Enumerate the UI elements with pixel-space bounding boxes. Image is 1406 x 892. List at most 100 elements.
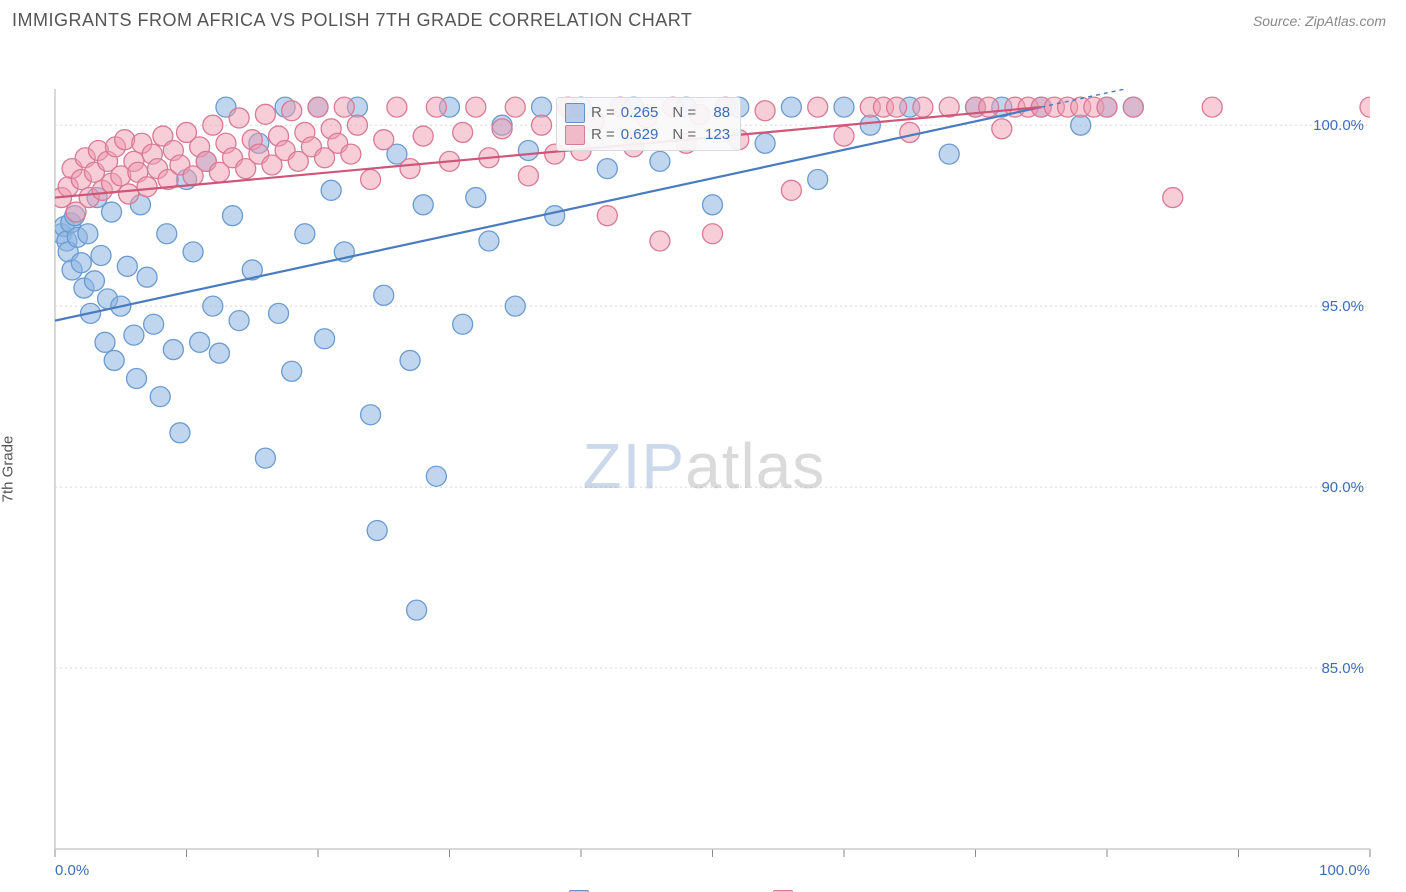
data-point — [597, 159, 617, 179]
data-point — [939, 144, 959, 164]
legend-n-value: 88 — [702, 102, 730, 124]
legend-n-label: N = — [672, 124, 696, 146]
data-point — [282, 361, 302, 381]
data-point — [104, 350, 124, 370]
data-point — [518, 166, 538, 186]
data-point — [808, 97, 828, 117]
data-point — [170, 423, 190, 443]
x-tick-label: 0.0% — [55, 862, 89, 879]
scatter-plot-svg: 85.0%90.0%95.0%100.0%0.0%100.0% — [0, 39, 1400, 879]
data-point — [860, 115, 880, 135]
chart-source: Source: ZipAtlas.com — [1253, 13, 1386, 29]
data-point — [1202, 97, 1222, 117]
data-point — [887, 97, 907, 117]
data-point — [334, 97, 354, 117]
chart-title: IMMIGRANTS FROM AFRICA VS POLISH 7TH GRA… — [12, 10, 692, 31]
data-point — [282, 101, 302, 121]
data-point — [269, 303, 289, 323]
data-point — [361, 169, 381, 189]
data-point — [78, 224, 98, 244]
data-point — [209, 343, 229, 363]
data-point — [505, 97, 525, 117]
data-point — [413, 195, 433, 215]
legend-swatch — [565, 103, 585, 123]
correlation-legend: R = 0.265 N = 88 R = 0.629 N = 123 — [556, 97, 741, 151]
data-point — [400, 350, 420, 370]
legend-r-label: R = — [591, 102, 615, 124]
data-point — [255, 104, 275, 124]
data-point — [308, 97, 328, 117]
data-point — [1123, 97, 1143, 117]
legend-r-value: 0.629 — [621, 124, 659, 146]
data-point — [755, 133, 775, 153]
data-point — [781, 97, 801, 117]
data-point — [203, 115, 223, 135]
data-point — [190, 332, 210, 352]
data-point — [466, 188, 486, 208]
y-tick-label: 85.0% — [1321, 660, 1364, 677]
data-point — [315, 329, 335, 349]
data-point — [492, 119, 512, 139]
data-point — [91, 245, 111, 265]
legend-r-label: R = — [591, 124, 615, 146]
data-point — [119, 184, 139, 204]
data-point — [703, 224, 723, 244]
data-point — [84, 271, 104, 291]
data-point — [834, 126, 854, 146]
data-point — [374, 130, 394, 150]
data-point — [755, 101, 775, 121]
data-point — [407, 600, 427, 620]
data-point — [102, 202, 122, 222]
data-point — [400, 159, 420, 179]
data-point — [163, 340, 183, 360]
data-point — [374, 285, 394, 305]
data-point — [137, 267, 157, 287]
data-point — [223, 206, 243, 226]
legend-swatch — [565, 125, 585, 145]
data-point — [361, 405, 381, 425]
data-point — [144, 314, 164, 334]
data-point — [157, 224, 177, 244]
y-tick-label: 100.0% — [1313, 117, 1364, 134]
data-point — [545, 206, 565, 226]
data-point — [650, 231, 670, 251]
data-point — [95, 332, 115, 352]
legend-row: R = 0.265 N = 88 — [565, 102, 730, 124]
data-point — [1163, 188, 1183, 208]
data-point — [413, 126, 433, 146]
data-point — [341, 144, 361, 164]
y-axis-label: 7th Grade — [0, 436, 17, 503]
data-point — [203, 296, 223, 316]
legend-r-value: 0.265 — [621, 102, 659, 124]
data-point — [597, 206, 617, 226]
data-point — [387, 97, 407, 117]
data-point — [479, 231, 499, 251]
data-point — [229, 108, 249, 128]
data-point — [150, 387, 170, 407]
data-point — [137, 177, 157, 197]
data-point — [808, 169, 828, 189]
data-point — [505, 296, 525, 316]
data-point — [834, 97, 854, 117]
data-point — [367, 521, 387, 541]
data-point — [347, 115, 367, 135]
legend-n-label: N = — [672, 102, 696, 124]
data-point — [426, 466, 446, 486]
legend-n-value: 123 — [702, 124, 730, 146]
data-point — [1360, 97, 1380, 117]
data-point — [1097, 97, 1117, 117]
x-tick-label: 100.0% — [1319, 862, 1370, 879]
data-point — [321, 180, 341, 200]
data-point — [979, 97, 999, 117]
data-point — [913, 97, 933, 117]
data-point — [229, 311, 249, 331]
data-point — [295, 224, 315, 244]
data-point — [124, 325, 144, 345]
legend-row: R = 0.629 N = 123 — [565, 124, 730, 146]
data-point — [183, 242, 203, 262]
data-point — [900, 122, 920, 142]
data-point — [71, 253, 91, 273]
data-point — [532, 97, 552, 117]
data-point — [117, 256, 137, 276]
data-point — [532, 115, 552, 135]
